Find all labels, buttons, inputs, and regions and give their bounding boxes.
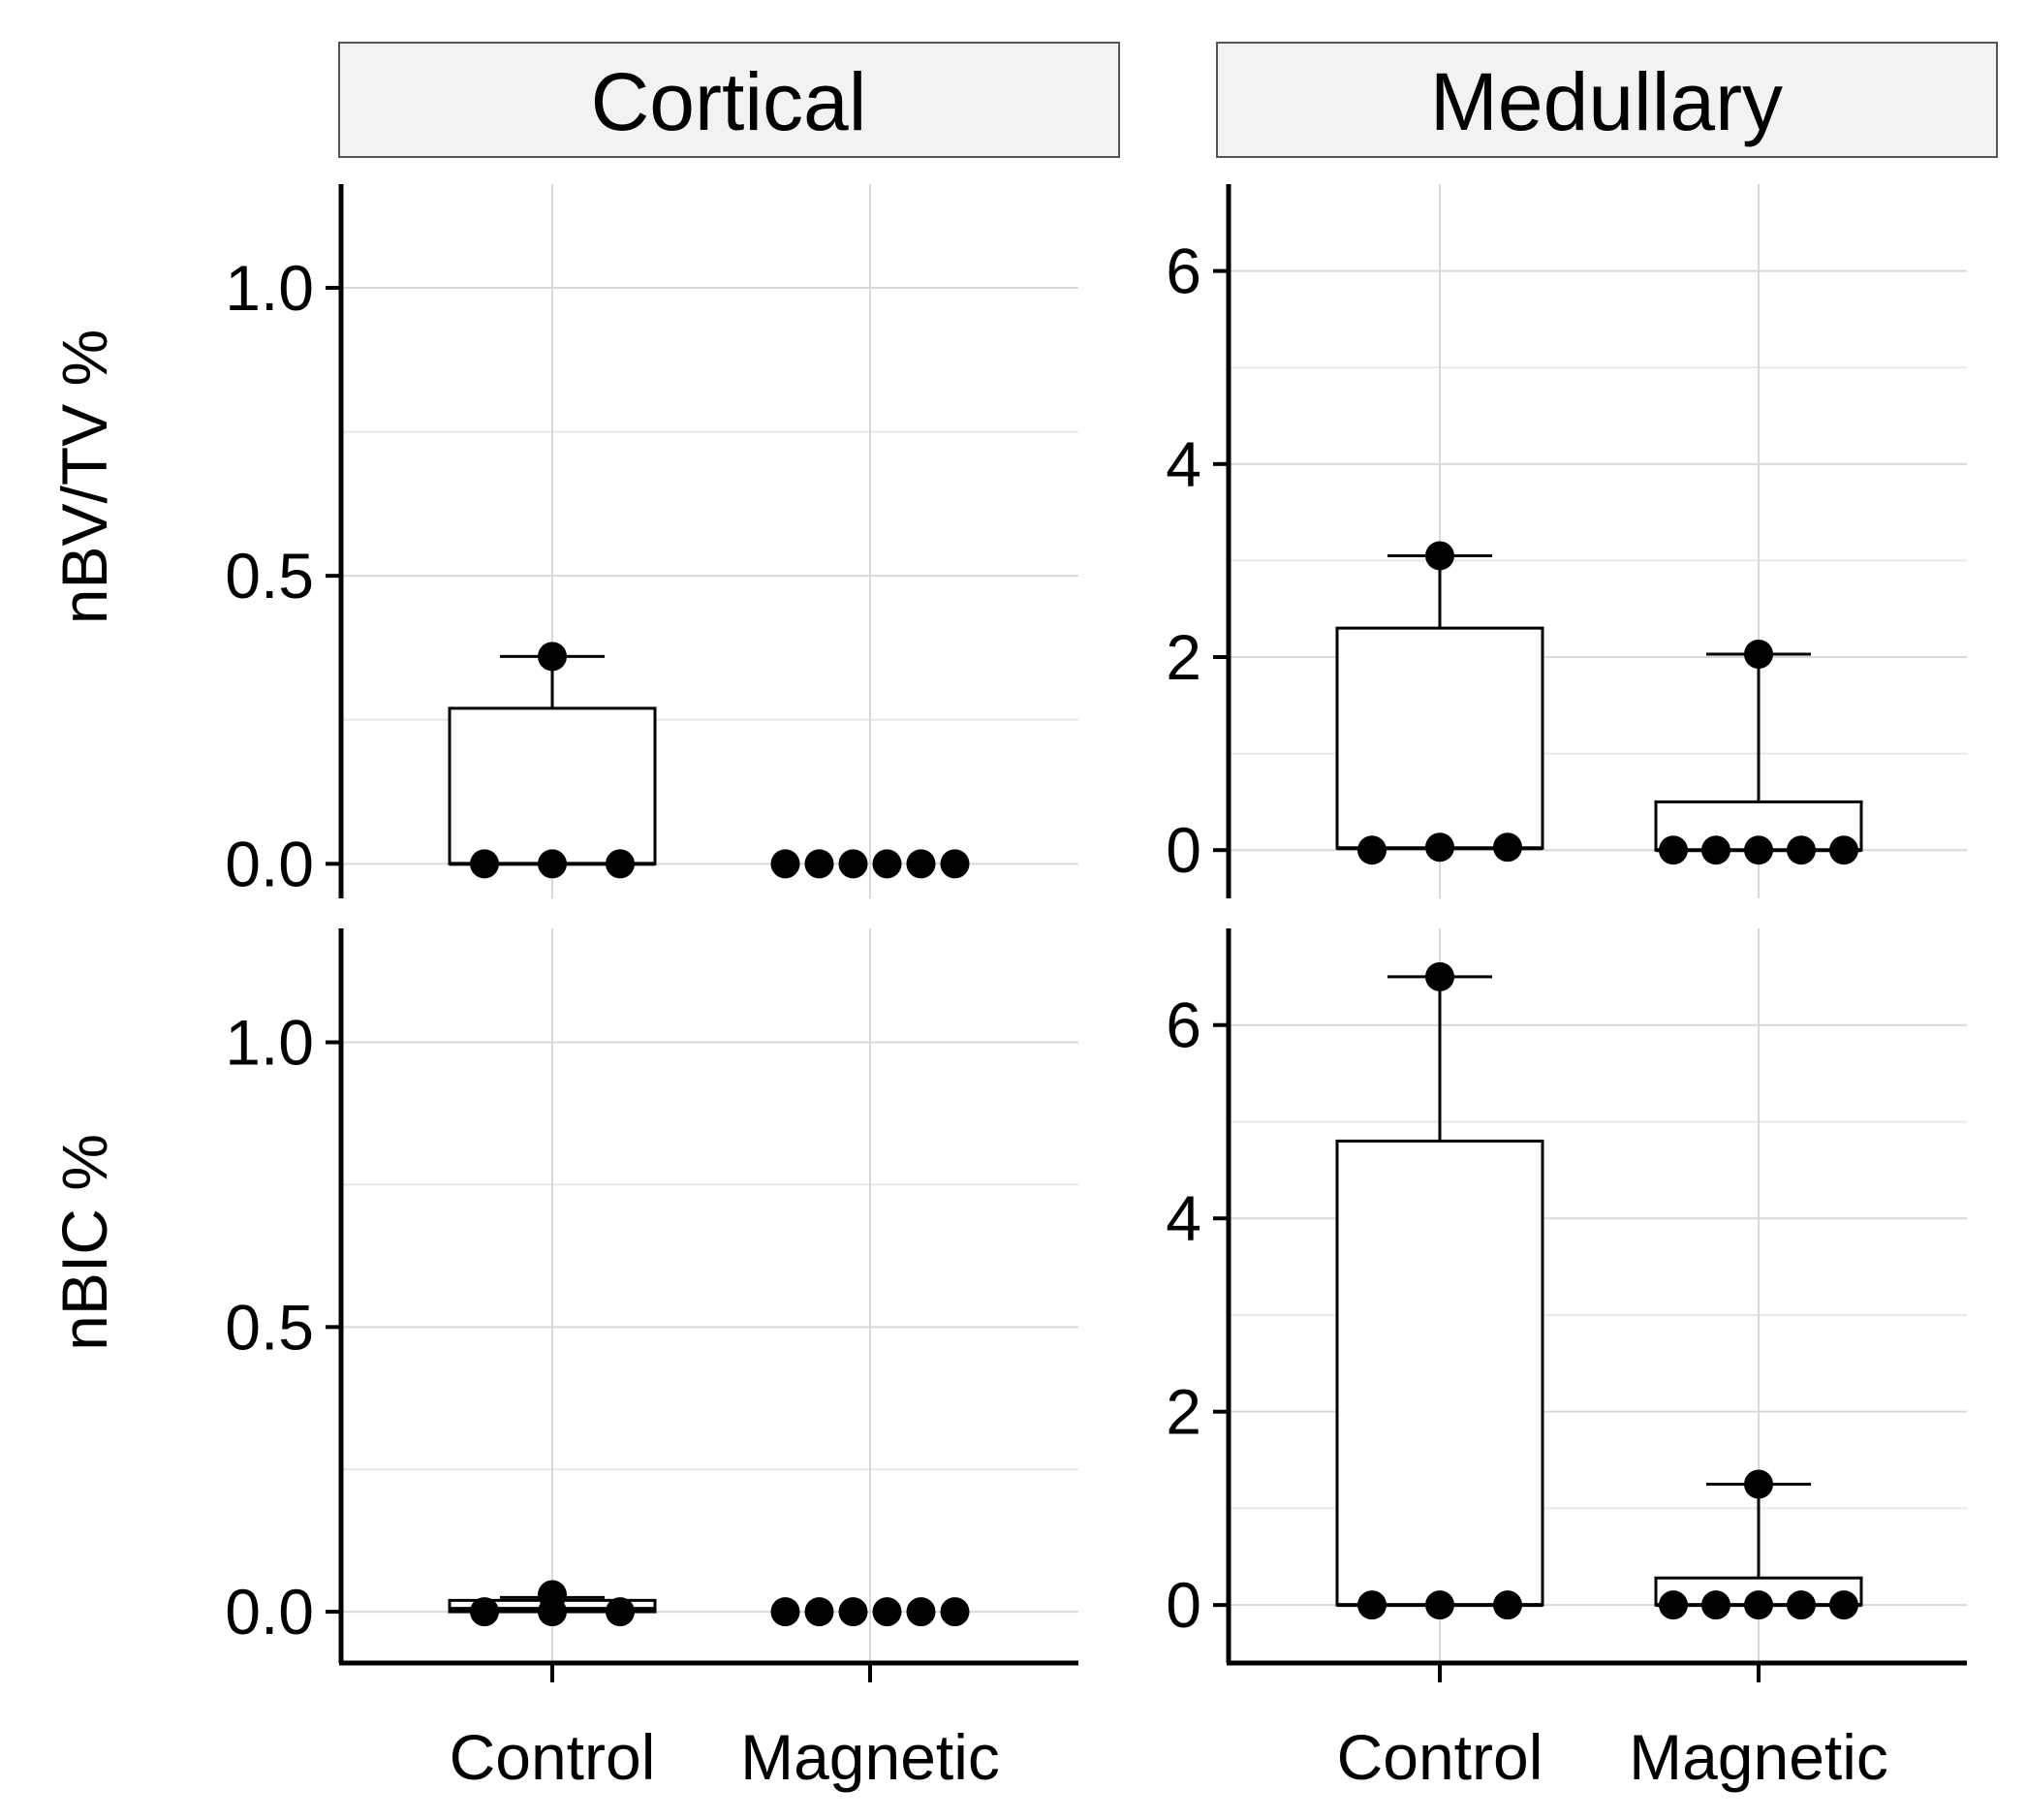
point-magnetic-5 bbox=[940, 1597, 970, 1627]
point-magnetic-0 bbox=[1744, 1469, 1773, 1499]
y-tick-label-2: 4 bbox=[1166, 428, 1201, 500]
point-magnetic-1 bbox=[1659, 835, 1688, 865]
y-axis-title-bottom: nBIC % bbox=[48, 1134, 120, 1351]
y-tick-label-1: 0.5 bbox=[225, 540, 314, 612]
point-control-0 bbox=[1425, 541, 1454, 571]
x-label-medullary-magnetic: Magnetic bbox=[1629, 1721, 1888, 1793]
point-magnetic-0 bbox=[770, 849, 800, 879]
point-magnetic-4 bbox=[1787, 1590, 1816, 1620]
point-control-1 bbox=[1357, 1590, 1387, 1620]
y-tick-label-2: 4 bbox=[1166, 1182, 1201, 1254]
y-tick-label-0: 0 bbox=[1166, 814, 1201, 886]
point-magnetic-0 bbox=[1744, 640, 1773, 670]
point-magnetic-1 bbox=[1659, 1590, 1688, 1620]
panel-medullary-nbvtv: 0 2 4 6 bbox=[1166, 184, 1967, 898]
strip-medullary-label: Medullary bbox=[1430, 56, 1783, 147]
point-magnetic-3 bbox=[872, 1597, 902, 1627]
point-magnetic-0 bbox=[770, 1597, 800, 1627]
point-control-1 bbox=[470, 1597, 499, 1627]
point-control-2 bbox=[538, 1597, 567, 1627]
strip-medullary-box bbox=[1216, 42, 1998, 158]
point-magnetic-3 bbox=[1744, 1590, 1773, 1620]
panel-cortical-nbvtv: 0.0 0.5 1.0 bbox=[225, 184, 1078, 899]
y-tick-label-3: 6 bbox=[1166, 235, 1201, 307]
point-magnetic-3 bbox=[872, 849, 902, 879]
point-magnetic-5 bbox=[1829, 835, 1858, 865]
point-magnetic-3 bbox=[1744, 835, 1773, 865]
point-control-2 bbox=[1425, 832, 1454, 863]
strip-cortical-label: Cortical bbox=[591, 56, 867, 147]
point-magnetic-5 bbox=[1829, 1590, 1858, 1620]
y-tick-label-0: 0.0 bbox=[225, 1576, 314, 1647]
panel-medullary-nbic: 0 2 4 6 bbox=[1166, 928, 1967, 1682]
point-control-1 bbox=[1357, 835, 1387, 865]
point-magnetic-5 bbox=[940, 849, 970, 879]
x-label-cortical-magnetic: Magnetic bbox=[740, 1721, 1000, 1793]
box-control bbox=[1335, 1139, 1544, 1607]
y-tick-label-0: 0.0 bbox=[225, 828, 314, 899]
point-control-1 bbox=[470, 849, 499, 879]
x-label-cortical-control: Control bbox=[450, 1721, 656, 1793]
y-tick-label-1: 0.5 bbox=[225, 1291, 314, 1363]
x-label-medullary-control: Control bbox=[1337, 1721, 1543, 1793]
point-control-3 bbox=[606, 849, 635, 879]
strip-cortical-box bbox=[338, 42, 1120, 158]
y-tick-label-1: 2 bbox=[1166, 621, 1201, 693]
point-magnetic-2 bbox=[1701, 835, 1730, 865]
point-magnetic-4 bbox=[906, 1597, 936, 1627]
y-tick-label-2: 1.0 bbox=[225, 1007, 314, 1079]
panel-cortical-nbic: 0.0 0.5 1.0 bbox=[225, 928, 1078, 1682]
point-magnetic-1 bbox=[804, 1597, 834, 1627]
point-control-2 bbox=[538, 849, 567, 879]
box-control bbox=[1335, 626, 1544, 850]
point-magnetic-4 bbox=[1787, 835, 1816, 865]
y-tick-label-0: 0 bbox=[1166, 1569, 1201, 1641]
y-tick-label-3: 6 bbox=[1166, 989, 1201, 1061]
point-control-3 bbox=[1493, 1590, 1522, 1620]
box-control bbox=[448, 706, 657, 865]
point-magnetic-2 bbox=[1701, 1590, 1730, 1620]
point-control-0 bbox=[1425, 961, 1454, 991]
point-control-2 bbox=[1425, 1590, 1454, 1620]
point-magnetic-2 bbox=[838, 849, 868, 879]
point-magnetic-2 bbox=[838, 1597, 868, 1627]
point-control-0 bbox=[538, 642, 567, 672]
point-control-3 bbox=[606, 1597, 635, 1627]
y-axis-title-top: nBV/TV % bbox=[48, 329, 120, 624]
point-control-3 bbox=[1493, 832, 1522, 863]
strip-cortical: Cortical bbox=[338, 42, 1120, 158]
y-tick-label-1: 2 bbox=[1166, 1376, 1201, 1448]
point-magnetic-1 bbox=[804, 849, 834, 879]
y-tick-label-2: 1.0 bbox=[225, 252, 314, 324]
strip-medullary: Medullary bbox=[1216, 42, 1998, 158]
point-magnetic-4 bbox=[906, 849, 936, 879]
